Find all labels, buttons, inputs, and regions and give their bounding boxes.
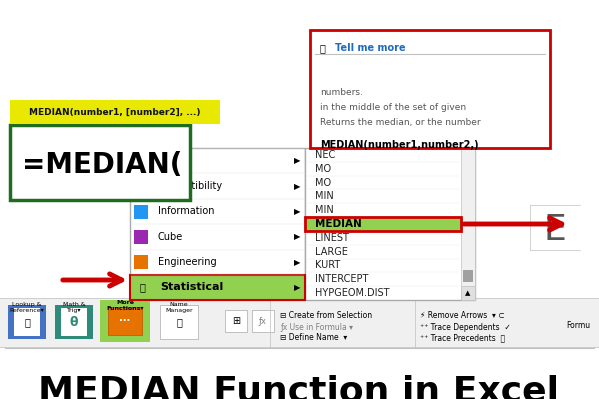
Text: NEC: NEC [315, 150, 335, 160]
Text: ⁺⁺ Trace Dependents  ✓: ⁺⁺ Trace Dependents ✓ [420, 322, 511, 332]
FancyBboxPatch shape [305, 217, 461, 231]
Text: Formu: Formu [566, 320, 590, 330]
Text: ❓: ❓ [320, 43, 326, 53]
Text: ▶: ▶ [294, 283, 300, 292]
FancyBboxPatch shape [461, 286, 475, 300]
Text: ƒx: ƒx [259, 316, 267, 326]
FancyBboxPatch shape [134, 179, 148, 193]
Text: Tell me more: Tell me more [335, 43, 406, 53]
Text: E: E [544, 213, 567, 247]
FancyBboxPatch shape [225, 310, 247, 332]
Text: MEDIAN: MEDIAN [315, 219, 362, 229]
Text: ▶: ▶ [294, 232, 300, 241]
Text: ···: ··· [119, 316, 131, 326]
Text: ▶: ▶ [294, 258, 300, 267]
FancyBboxPatch shape [14, 308, 40, 336]
Text: 📋: 📋 [176, 317, 182, 327]
Text: LINEST: LINEST [315, 233, 349, 243]
FancyBboxPatch shape [130, 148, 305, 300]
Text: HYPGEOM.DIST: HYPGEOM.DIST [315, 288, 389, 298]
Text: Web: Web [158, 156, 179, 166]
FancyBboxPatch shape [310, 30, 550, 148]
Text: ▶: ▶ [294, 182, 300, 191]
Text: MIN: MIN [315, 205, 334, 215]
Text: ⊟ Define Name  ▾: ⊟ Define Name ▾ [280, 334, 347, 342]
Text: Name
Manager: Name Manager [165, 302, 193, 313]
FancyBboxPatch shape [134, 205, 148, 219]
Text: ▶: ▶ [294, 207, 300, 216]
Text: ▲: ▲ [465, 290, 471, 296]
FancyBboxPatch shape [134, 154, 148, 168]
Text: Statistical: Statistical [160, 282, 223, 292]
Text: numbers.: numbers. [320, 88, 363, 97]
Text: MO: MO [315, 178, 331, 188]
Text: MEDIAN(number1, [number2], ...): MEDIAN(number1, [number2], ...) [29, 107, 201, 117]
Text: ⊞: ⊞ [232, 316, 240, 326]
FancyBboxPatch shape [55, 305, 93, 339]
FancyBboxPatch shape [252, 310, 274, 332]
FancyBboxPatch shape [10, 100, 220, 124]
FancyBboxPatch shape [0, 298, 599, 348]
Text: ƒx Use in Formula ▾: ƒx Use in Formula ▾ [280, 322, 353, 332]
Text: MIN: MIN [315, 192, 334, 201]
Text: 🔍: 🔍 [24, 317, 30, 327]
Text: Cube: Cube [158, 232, 183, 242]
Text: ▶: ▶ [294, 156, 300, 165]
Text: ⊟ Create from Selection: ⊟ Create from Selection [280, 312, 372, 320]
FancyBboxPatch shape [108, 307, 142, 335]
FancyBboxPatch shape [463, 270, 473, 282]
FancyBboxPatch shape [8, 305, 46, 339]
FancyBboxPatch shape [134, 255, 148, 269]
Text: Math &
Trig▾: Math & Trig▾ [63, 302, 85, 313]
FancyBboxPatch shape [61, 308, 87, 336]
Text: Engineering: Engineering [158, 257, 217, 267]
Text: LARGE: LARGE [315, 247, 348, 257]
FancyBboxPatch shape [100, 300, 150, 342]
FancyBboxPatch shape [160, 305, 198, 339]
Text: θ: θ [69, 316, 78, 328]
Text: ⁺⁺ Trace Precedents  📋: ⁺⁺ Trace Precedents 📋 [420, 334, 505, 342]
FancyBboxPatch shape [305, 148, 475, 300]
Text: ⚡ Remove Arrows  ▾ ⊂: ⚡ Remove Arrows ▾ ⊂ [420, 312, 504, 320]
Text: MEDIAN(number1,number2,): MEDIAN(number1,number2,) [320, 140, 479, 150]
Text: Lookup &
Reference▾: Lookup & Reference▾ [10, 302, 44, 313]
FancyBboxPatch shape [461, 148, 475, 300]
Text: More
Functions▾: More Functions▾ [106, 300, 144, 311]
FancyBboxPatch shape [134, 230, 148, 244]
Text: =MEDIAN(: =MEDIAN( [22, 150, 183, 178]
Text: 📊: 📊 [139, 282, 145, 292]
FancyBboxPatch shape [130, 275, 305, 300]
Text: Returns the median, or the number: Returns the median, or the number [320, 118, 480, 127]
Text: KURT: KURT [315, 261, 340, 271]
Text: in the middle of the set of given: in the middle of the set of given [320, 103, 466, 112]
Text: Information: Information [158, 207, 214, 217]
Text: MEDIAN Function in Excel: MEDIAN Function in Excel [38, 375, 559, 399]
Text: Compatibility: Compatibility [158, 181, 223, 191]
FancyBboxPatch shape [10, 125, 190, 200]
Text: MO: MO [315, 164, 331, 174]
Text: INTERCEPT: INTERCEPT [315, 274, 368, 284]
